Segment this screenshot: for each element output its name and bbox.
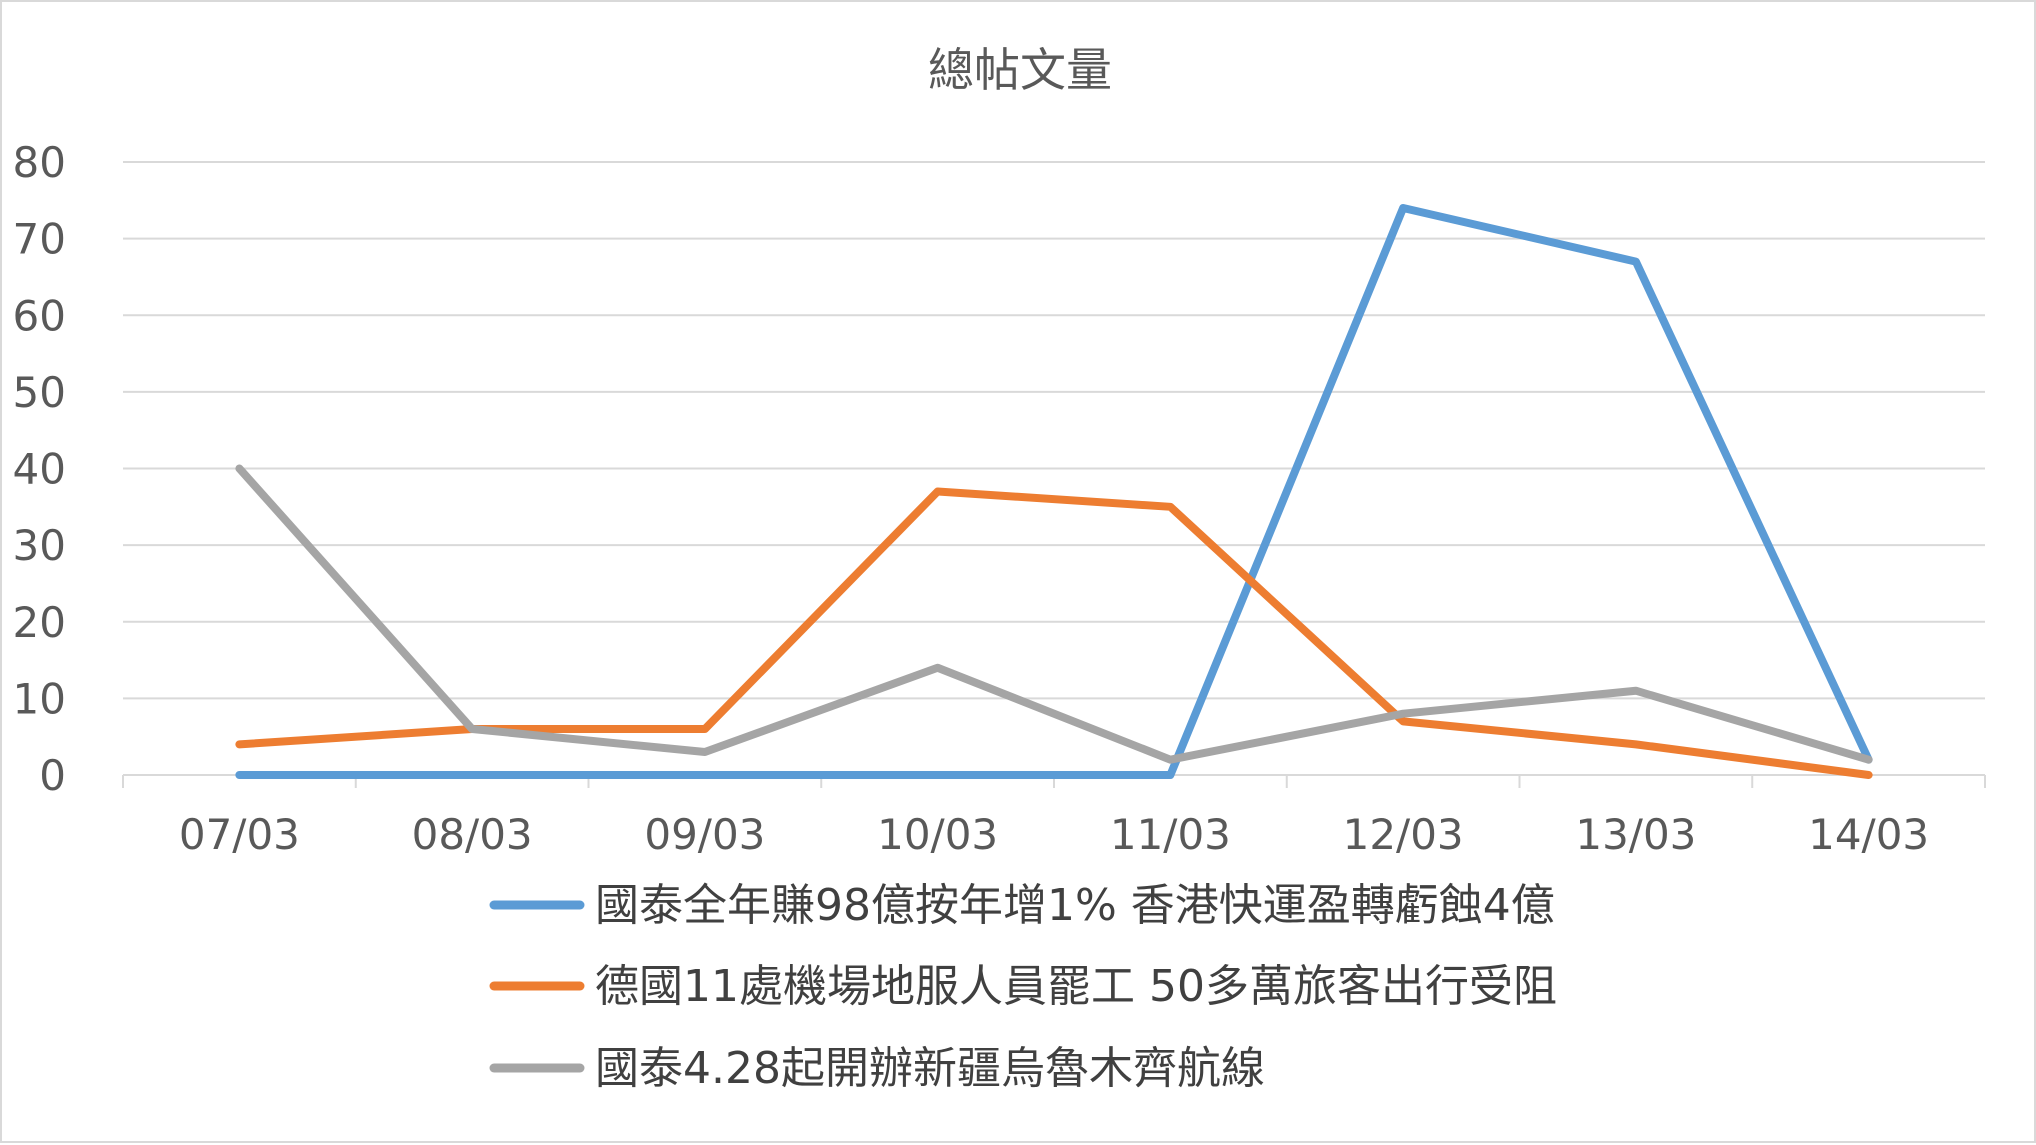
y-tick-label: 40 xyxy=(13,445,66,494)
legend-label: 國泰全年賺98億按年增1% 香港快運盈轉虧蝕4億 xyxy=(595,880,1555,931)
chart-title: 總帖文量 xyxy=(928,43,1112,97)
x-tick-label: 12/03 xyxy=(1343,810,1464,859)
y-tick-label: 0 xyxy=(39,751,66,800)
y-tick-label: 20 xyxy=(13,598,66,647)
y-tick-label: 70 xyxy=(13,215,66,264)
series-lines xyxy=(235,203,1873,779)
x-tick-label: 09/03 xyxy=(644,810,765,859)
x-axis-tick-labels: 07/03 08/03 09/03 10/03 11/03 12/03 13/03 14/03 xyxy=(179,810,1929,859)
y-tick-label: 60 xyxy=(13,291,66,340)
x-tick-label: 11/03 xyxy=(1110,810,1231,859)
x-tick-label: 14/03 xyxy=(1808,810,1929,859)
x-tick-label: 08/03 xyxy=(412,810,533,859)
x-tick-label: 07/03 xyxy=(179,810,300,859)
x-tick-label: 10/03 xyxy=(877,810,998,859)
legend-label: 國泰4.28起開辦新疆烏魯木齊航線 xyxy=(595,1043,1265,1094)
x-tick-label: 13/03 xyxy=(1575,810,1696,859)
series-line-1 xyxy=(235,203,1873,779)
legend-label: 德國11處機場地服人員罷工 50多萬旅客出行受阻 xyxy=(595,961,1557,1012)
y-tick-label: 10 xyxy=(13,674,66,723)
y-tick-label: 30 xyxy=(13,521,66,570)
y-tick-label: 50 xyxy=(13,368,66,417)
y-axis-tick-labels: 0 10 20 30 40 50 60 70 80 xyxy=(13,138,66,800)
series-line-3 xyxy=(235,464,1873,764)
gridlines xyxy=(123,161,1985,700)
y-tick-label: 80 xyxy=(13,138,66,187)
